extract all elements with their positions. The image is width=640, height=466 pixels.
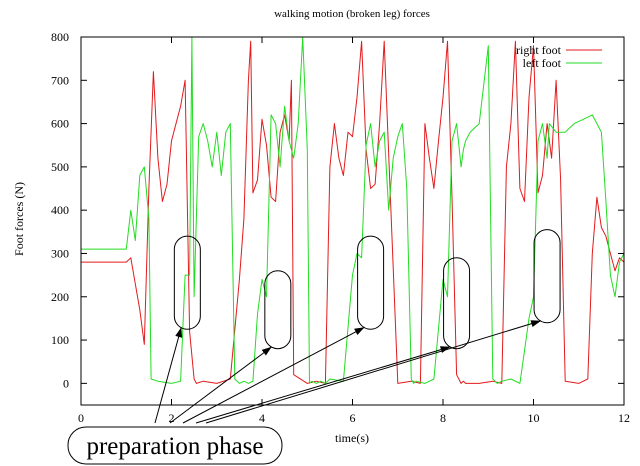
x-tick-label-3: 6 [350,411,356,425]
preparation-arrow-head-4 [530,320,542,327]
y-tick-label-3: 300 [51,246,69,260]
tick-layer: 0 2 4 6 8 10 12 0 100 200 300 400 500 600 700 800 [51,30,630,425]
x-tick-label-1: 2 [169,411,175,425]
y-tick-label-8: 800 [51,30,69,44]
preparation-arrow-head-0 [175,327,183,338]
x-tick-label-6: 12 [618,411,630,425]
x-tick-label-0: 0 [78,411,84,425]
preparation-arrow-1 [169,346,273,424]
y-tick-label-5: 500 [51,160,69,174]
preparation-arrow-head-2 [354,327,365,335]
y-axis-label: Foot forces (N) [12,182,26,256]
annotation-layer: preparation phase [67,229,561,465]
y-tick-label-6: 600 [51,117,69,131]
y-tick-label-0: 0 [63,376,69,390]
x-tick-label-4: 8 [440,411,446,425]
y-tick-label-1: 100 [51,333,69,347]
preparation-box-4 [533,229,561,324]
y-tick-label-4: 400 [51,203,69,217]
preparation-arrow-2 [182,326,365,424]
preparation-arrow-4 [205,320,542,424]
preparation-box-0 [173,235,201,330]
series-line-0 [81,40,625,384]
series-layer [81,36,625,384]
callout-label: preparation phase [86,433,263,460]
preparation-arrow-0 [154,327,182,424]
x-tick-label-5: 10 [528,411,540,425]
series-line-1 [81,36,625,384]
callout-box [67,426,283,465]
preparation-box-2 [357,235,385,330]
legend-label-1: left foot [523,56,562,70]
x-axis-label: time(s) [335,431,369,445]
y-tick-label-7: 700 [51,73,69,87]
preparation-box-3 [443,257,471,350]
preparation-arrow-head-1 [261,346,272,356]
chart-title: walking motion (broken leg) forces [274,8,430,20]
legend-label-0: right foot [516,43,562,57]
preparation-box-1 [264,270,292,350]
preparation-arrow-3 [195,346,451,424]
y-tick-label-2: 200 [51,290,69,304]
x-tick-label-2: 4 [259,411,265,425]
